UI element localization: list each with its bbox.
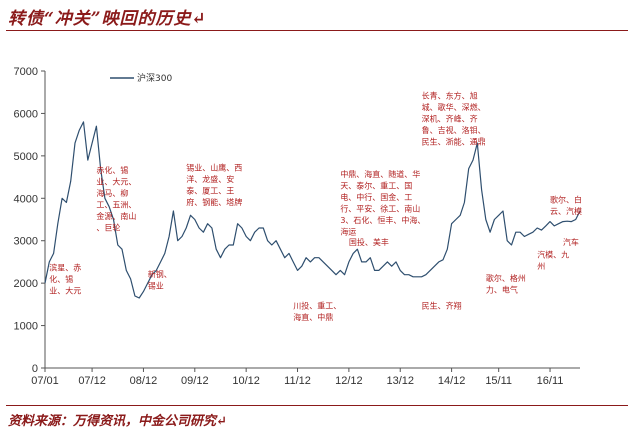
title-rule — [6, 30, 628, 31]
annotation-label: 汽模、九州 — [537, 250, 569, 272]
y-tick-label: 4000 — [14, 193, 38, 205]
annotation-line: 府、钢能、塔牌 — [186, 197, 242, 207]
annotation-line: 行、平安、徐工、南山 — [340, 204, 420, 214]
annotation-line: 云、汽模 — [550, 206, 582, 216]
annotation-line: 3、石化、恒丰、中海、 — [340, 215, 425, 225]
series-line — [44, 121, 581, 299]
annotation-line: 城、歌华、深燃、 — [422, 102, 486, 112]
y-tick-label: 7000 — [14, 66, 38, 78]
annotation-line: 歌尔、白 — [550, 195, 582, 205]
chart-annotations: 赤化、锡业、大元、海马、柳工、五洲、金源、南山、巨轮滨星、赤化、锡业、大元锡业、… — [49, 91, 582, 323]
annotation-line: 化、锡 — [49, 274, 73, 284]
annotation-line: 州 — [537, 262, 545, 271]
annotation-label: 新钢、锡业 — [148, 269, 172, 291]
annotation-line: 锡业 — [148, 280, 164, 290]
x-tick-label: 07/01 — [31, 375, 59, 387]
annotation-line: 金源、南山 — [96, 211, 136, 221]
annotation-line: 赤化、锡 — [96, 165, 128, 175]
annotation-line: 海直、中鼎 — [293, 312, 333, 322]
x-tick-label: 10/12 — [232, 375, 260, 387]
y-tick-label: 1000 — [14, 321, 38, 333]
annotation-line: 锡业、山鹰、西 — [186, 163, 242, 173]
annotation-label: 川投、重工、海直、中鼎 — [293, 301, 341, 323]
chart-series — [44, 121, 581, 299]
annotation-label: 滨星、赤化、锡业、大元 — [49, 262, 81, 295]
annotation-line: 业、大元 — [49, 285, 81, 295]
annotation-line: 、巨轮 — [96, 222, 120, 232]
annotation-label: 歌尔、白云、汽模 — [550, 195, 582, 217]
annotation-line: 电、中行、国金、工 — [340, 192, 412, 202]
source-rule — [6, 405, 628, 406]
annotation-line: 天、泰尔、重工、国 — [340, 181, 412, 191]
x-tick-label: 09/12 — [181, 375, 209, 387]
y-tick-label: 0 — [32, 363, 38, 375]
y-tick-label: 6000 — [14, 108, 38, 120]
y-tick-label: 3000 — [14, 236, 38, 248]
annotation-line: 汽车 — [563, 237, 579, 247]
annotation-label: 长青、东方、旭城、歌华、深燃、深机、齐峰、齐鲁、吉视、洛钼、民生、浙能、通鼎 — [422, 91, 486, 147]
x-tick-label: 08/12 — [130, 375, 158, 387]
legend-label: 沪深300 — [137, 72, 172, 84]
x-tick-label: 13/12 — [386, 375, 414, 387]
chart-legend: 沪深300 — [110, 72, 172, 84]
annotation-label: 中鼎、海直、随道、华天、泰尔、重工、国电、中行、国金、工行、平安、徐工、南山 3、… — [340, 169, 425, 237]
annotation-label: 国投、美丰 — [349, 237, 389, 247]
x-axis-ticks: 07/01 07/12 08/12 09/12 10/12 11/12 12/12 13/12… — [31, 368, 563, 387]
annotation-label: 汽车 — [563, 237, 579, 247]
annotation-line: 力、电气 — [486, 285, 518, 295]
annotation-line: 国投、美丰 — [349, 237, 389, 247]
annotation-line: 中鼎、海直、随道、华 — [340, 169, 420, 179]
annotation-line: 鲁、吉视、洛钼、 — [422, 125, 486, 135]
annotation-line: 工、五洲、 — [96, 200, 136, 209]
x-tick-label: 16/11 — [537, 375, 564, 387]
annotation-line: 汽模、九 — [537, 250, 569, 260]
x-tick-label: 14/12 — [438, 375, 466, 387]
annotation-line: 深机、齐峰、齐 — [422, 114, 478, 124]
chart-axes — [44, 71, 580, 369]
y-axis-ticks: 0 1000 2000 3000 4000 5000 6000 7000 — [14, 66, 45, 375]
source-note: 资料来源：万得资讯，中金公司研究↵ — [8, 414, 227, 429]
page-title: 转债“冲关”映回的历史↵ — [8, 9, 207, 29]
annotation-label: 民生、齐翔 — [422, 301, 462, 311]
annotation-label: 锡业、山鹰、西洋、龙盛、安泰、厦工、王府、钢能、塔牌 — [186, 163, 242, 208]
annotation-line: 民生、齐翔 — [422, 301, 462, 311]
annotation-line: 长青、东方、旭 — [422, 91, 478, 101]
y-tick-label: 5000 — [14, 151, 38, 163]
x-tick-label: 15/11 — [485, 375, 512, 387]
x-tick-label: 11/12 — [284, 375, 311, 387]
annotation-line: 海马、柳 — [96, 188, 128, 198]
annotation-line: 歌尔、格州 — [486, 273, 526, 283]
annotation-line: 滨星、赤 — [49, 262, 81, 272]
annotation-line: 新钢、 — [148, 269, 172, 279]
annotation-line: 海运 — [340, 227, 356, 237]
annotation-line: 川投、重工、 — [293, 301, 341, 311]
x-tick-label: 07/12 — [78, 375, 106, 387]
y-tick-label: 2000 — [14, 278, 38, 290]
annotation-line: 泰、厦工、王 — [186, 186, 234, 196]
x-tick-label: 12/12 — [335, 375, 363, 387]
annotation-label: 赤化、锡业、大元、海马、柳工、五洲、金源、南山、巨轮 — [96, 165, 136, 233]
annotation-line: 业、大元、 — [96, 176, 136, 186]
annotation-line: 民生、浙能、通鼎 — [422, 137, 486, 147]
annotation-label: 歌尔、格州力、电气 — [486, 273, 526, 295]
annotation-line: 洋、龙盛、安 — [186, 174, 234, 184]
